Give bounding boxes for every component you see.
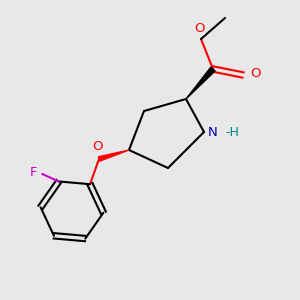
Text: O: O [250, 67, 261, 80]
Text: F: F [29, 166, 37, 179]
Polygon shape [186, 67, 215, 99]
Polygon shape [98, 150, 129, 161]
Text: N: N [208, 125, 217, 139]
Text: O: O [194, 22, 205, 34]
Text: O: O [92, 140, 103, 153]
Text: -H: -H [226, 125, 239, 139]
